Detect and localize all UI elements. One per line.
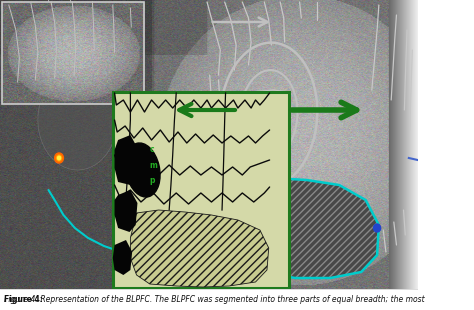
Text: Figure 4: Representation of the BLPFC. The BLPFC was segmented into three parts : Figure 4: Representation of the BLPFC. T… xyxy=(3,294,424,303)
Bar xyxy=(235,150,264,175)
Circle shape xyxy=(374,224,381,232)
Bar xyxy=(2,2,145,104)
Bar xyxy=(238,155,259,171)
Text: m: m xyxy=(150,161,158,170)
Circle shape xyxy=(55,153,64,163)
Circle shape xyxy=(263,171,269,179)
Circle shape xyxy=(56,155,62,161)
Polygon shape xyxy=(130,210,269,287)
Text: p: p xyxy=(150,176,155,185)
Bar xyxy=(113,92,289,288)
Polygon shape xyxy=(231,178,379,278)
Circle shape xyxy=(57,156,61,160)
Bar xyxy=(0,0,152,290)
Text: c: c xyxy=(150,145,155,154)
Polygon shape xyxy=(115,135,137,185)
Ellipse shape xyxy=(126,143,160,197)
Circle shape xyxy=(261,169,272,181)
Bar xyxy=(2,2,145,104)
Polygon shape xyxy=(115,190,137,232)
Text: Figure 4:: Figure 4: xyxy=(3,294,45,303)
Bar xyxy=(0,289,418,310)
Polygon shape xyxy=(113,240,132,275)
Ellipse shape xyxy=(38,70,117,170)
Circle shape xyxy=(264,173,268,177)
